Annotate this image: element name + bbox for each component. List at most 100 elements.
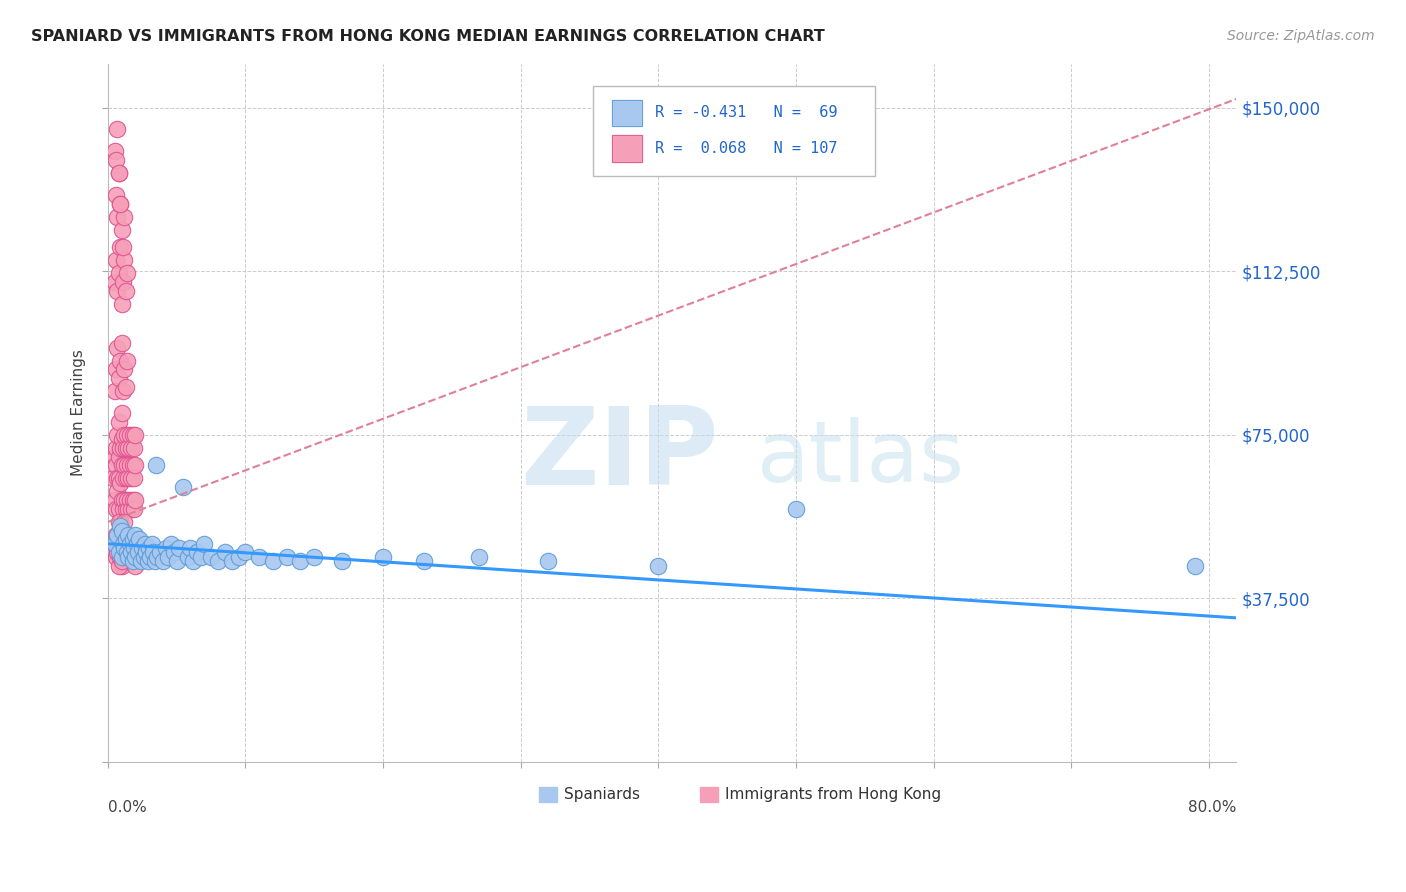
Point	[114, 533, 136, 547]
Point	[112, 427, 135, 442]
Point	[114, 284, 136, 298]
Point	[468, 549, 491, 564]
Point	[121, 545, 143, 559]
Point	[138, 541, 160, 555]
Point	[124, 458, 146, 473]
Point	[143, 554, 166, 568]
Point	[114, 441, 136, 455]
Point	[107, 371, 129, 385]
Bar	[612, 136, 641, 161]
Point	[107, 537, 129, 551]
Text: Immigrants from Hong Kong: Immigrants from Hong Kong	[725, 787, 941, 802]
Point	[120, 545, 142, 559]
Point	[107, 427, 129, 442]
Point	[107, 545, 129, 559]
Point	[107, 501, 129, 516]
Point	[121, 458, 143, 473]
Point	[107, 415, 129, 429]
Point	[107, 528, 129, 542]
Point	[111, 240, 134, 254]
Point	[108, 519, 131, 533]
Point	[228, 549, 250, 564]
Point	[110, 549, 132, 564]
Text: Spaniards: Spaniards	[564, 787, 640, 802]
Point	[125, 537, 148, 551]
Point	[117, 501, 139, 516]
Point	[108, 475, 131, 490]
Point	[107, 484, 129, 499]
Point	[124, 493, 146, 508]
Point	[103, 471, 125, 485]
Point	[105, 253, 128, 268]
Point	[112, 515, 135, 529]
Point	[124, 558, 146, 573]
Text: Source: ZipAtlas.com: Source: ZipAtlas.com	[1227, 29, 1375, 43]
Point	[136, 554, 159, 568]
Point	[129, 554, 152, 568]
Point	[112, 541, 135, 555]
Point	[110, 554, 132, 568]
Point	[107, 210, 129, 224]
Point	[107, 471, 129, 485]
Point	[169, 541, 191, 555]
Point	[108, 549, 131, 564]
Point	[181, 554, 204, 568]
Point	[139, 549, 162, 564]
Point	[108, 353, 131, 368]
Point	[108, 545, 131, 559]
Point	[117, 528, 139, 542]
Point	[107, 166, 129, 180]
Point	[193, 537, 215, 551]
Point	[110, 406, 132, 420]
Point	[112, 493, 135, 508]
Point	[115, 427, 138, 442]
Point	[122, 501, 145, 516]
Point	[108, 196, 131, 211]
Point	[132, 549, 155, 564]
Point	[149, 545, 172, 559]
Point	[120, 501, 142, 516]
Point	[105, 501, 128, 516]
Point	[176, 549, 198, 564]
Point	[135, 545, 157, 559]
Point	[111, 537, 134, 551]
Text: R = -0.431   N =  69: R = -0.431 N = 69	[655, 105, 838, 120]
Point	[112, 253, 135, 268]
Point	[104, 145, 127, 159]
Point	[124, 537, 146, 551]
Point	[124, 427, 146, 442]
Point	[371, 549, 394, 564]
Point	[115, 554, 138, 568]
Point	[118, 427, 141, 442]
Point	[157, 549, 180, 564]
Point	[647, 558, 669, 573]
Point	[104, 493, 127, 508]
Point	[127, 545, 149, 559]
Point	[214, 545, 236, 559]
Point	[290, 554, 312, 568]
Point	[117, 441, 139, 455]
Point	[537, 554, 560, 568]
Point	[122, 541, 145, 555]
Point	[114, 537, 136, 551]
Point	[163, 545, 186, 559]
Point	[105, 362, 128, 376]
Point	[112, 458, 135, 473]
Point	[115, 266, 138, 280]
Point	[111, 545, 134, 559]
Point	[112, 528, 135, 542]
Point	[107, 471, 129, 485]
Point	[118, 537, 141, 551]
Point	[105, 187, 128, 202]
Point	[114, 471, 136, 485]
Point	[117, 549, 139, 564]
Point	[108, 240, 131, 254]
Point	[120, 441, 142, 455]
Point	[104, 384, 127, 398]
Point	[117, 471, 139, 485]
Point	[160, 537, 183, 551]
Point	[104, 275, 127, 289]
Point	[111, 441, 134, 455]
Point	[107, 166, 129, 180]
Point	[105, 441, 128, 455]
